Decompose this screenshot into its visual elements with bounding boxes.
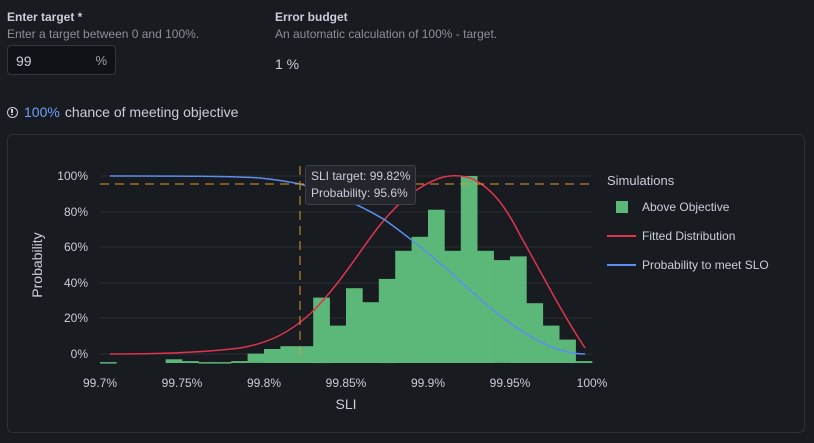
histogram-bar: [264, 349, 281, 363]
y-axis-label: Probability: [29, 232, 45, 297]
svg-text:40%: 40%: [64, 276, 88, 290]
svg-text:100%: 100%: [577, 376, 608, 390]
histogram-bar: [395, 250, 412, 363]
histogram-bar: [165, 359, 183, 363]
legend-item-fitted-distribution[interactable]: Fitted Distribution: [607, 221, 769, 250]
chance-percent: 100%: [24, 104, 60, 120]
svg-text:60%: 60%: [64, 240, 88, 254]
histogram-bar: [247, 353, 265, 363]
histogram-bar: [198, 362, 216, 364]
histogram-bar: [280, 346, 298, 363]
legend-title: Simulations: [607, 173, 675, 188]
target-label: Enter target *: [7, 10, 83, 24]
histogram-bar: [100, 362, 117, 364]
blue-line-icon: [607, 263, 636, 266]
svg-text:20%: 20%: [64, 311, 88, 325]
target-input-suffix: %: [95, 53, 107, 68]
histogram-bar: [214, 362, 232, 364]
svg-text:0%: 0%: [71, 347, 89, 361]
histogram-bar: [444, 250, 462, 363]
histogram-bar: [575, 361, 593, 363]
histogram-bar: [542, 325, 560, 363]
svg-text:99.75%: 99.75%: [162, 376, 203, 390]
x-axis-ticks: 99.7% 99.75% 99.8% 99.85% 99.9% 99.95% 1…: [83, 376, 608, 390]
histogram-bar: [411, 236, 429, 363]
histogram-bar: [460, 176, 478, 363]
histogram-bar: [346, 288, 363, 363]
error-budget-label: Error budget: [275, 10, 348, 24]
chance-text: chance of meeting objective: [64, 104, 239, 120]
green-square-icon: [616, 200, 628, 213]
legend-item-above-objective[interactable]: Above Objective: [607, 192, 769, 221]
error-budget-value: 1 %: [275, 56, 300, 72]
svg-text:100%: 100%: [57, 169, 88, 183]
y-axis-ticks: 100% 80% 60% 40% 20% 0%: [57, 169, 88, 361]
histogram-bar: [362, 302, 380, 363]
histogram-bar: [428, 209, 445, 363]
svg-text:99.85%: 99.85%: [326, 376, 367, 390]
error-budget-description: An automatic calculation of 100% - targe…: [275, 27, 498, 41]
svg-text:99.8%: 99.8%: [247, 376, 281, 390]
legend-label: Probability to meet SLO: [642, 257, 769, 272]
x-axis-label: SLI: [335, 396, 356, 412]
target-input[interactable]: 99 %: [7, 45, 116, 75]
histogram-bar: [510, 256, 527, 363]
probability-line: [109, 175, 586, 355]
tooltip-probability: Probability: 95.6%: [311, 186, 408, 200]
svg-text:80%: 80%: [64, 205, 88, 219]
target-description: Enter a target between 0 and 100%.: [7, 27, 200, 41]
legend-label: Above Objective: [642, 199, 730, 214]
info-circle-icon: [7, 106, 18, 118]
histogram-bar: [182, 361, 199, 363]
legend-label: Fitted Distribution: [642, 228, 736, 243]
histogram-bar: [526, 303, 544, 363]
chart-legend: Simulations Above Objective Fitted Distr…: [607, 173, 769, 279]
histogram-bar: [329, 325, 347, 363]
histogram-bar: [378, 278, 396, 364]
svg-text:99.9%: 99.9%: [411, 376, 445, 390]
histogram-bar: [231, 361, 248, 363]
histogram-bar: [296, 346, 314, 363]
legend-item-probability[interactable]: Probability to meet SLO: [607, 250, 769, 279]
tooltip-sli-target: SLI target: 99.82%: [311, 169, 411, 183]
svg-text:99.7%: 99.7%: [83, 376, 117, 390]
histogram-bar: [477, 250, 494, 363]
histogram-bar: [313, 297, 330, 364]
red-line-icon: [607, 234, 636, 237]
chance-summary: 100% chance of meeting objective: [7, 104, 238, 120]
chart-tooltip: SLI target: 99.82% Probability: 95.6%: [305, 165, 417, 205]
svg-text:99.95%: 99.95%: [490, 376, 531, 390]
target-input-value[interactable]: 99: [16, 53, 32, 69]
histogram-bar: [493, 260, 511, 363]
